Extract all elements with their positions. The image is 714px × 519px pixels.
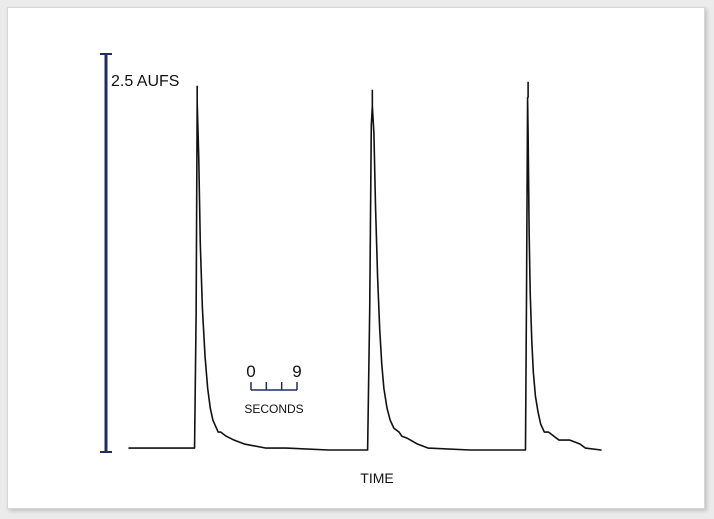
chart-panel [7,7,705,509]
x-axis-label: TIME [360,470,393,486]
peak-markers [196,81,529,106]
time-scale-tick-label-end: 9 [292,362,301,381]
y-scale-label: 2.5 AUFS [111,73,179,90]
time-scale-tick-label-start: 0 [246,362,255,381]
signal-trace [128,96,602,451]
time-scale-bar [250,382,298,391]
time-scale-unit-label: SECONDS [244,402,303,416]
